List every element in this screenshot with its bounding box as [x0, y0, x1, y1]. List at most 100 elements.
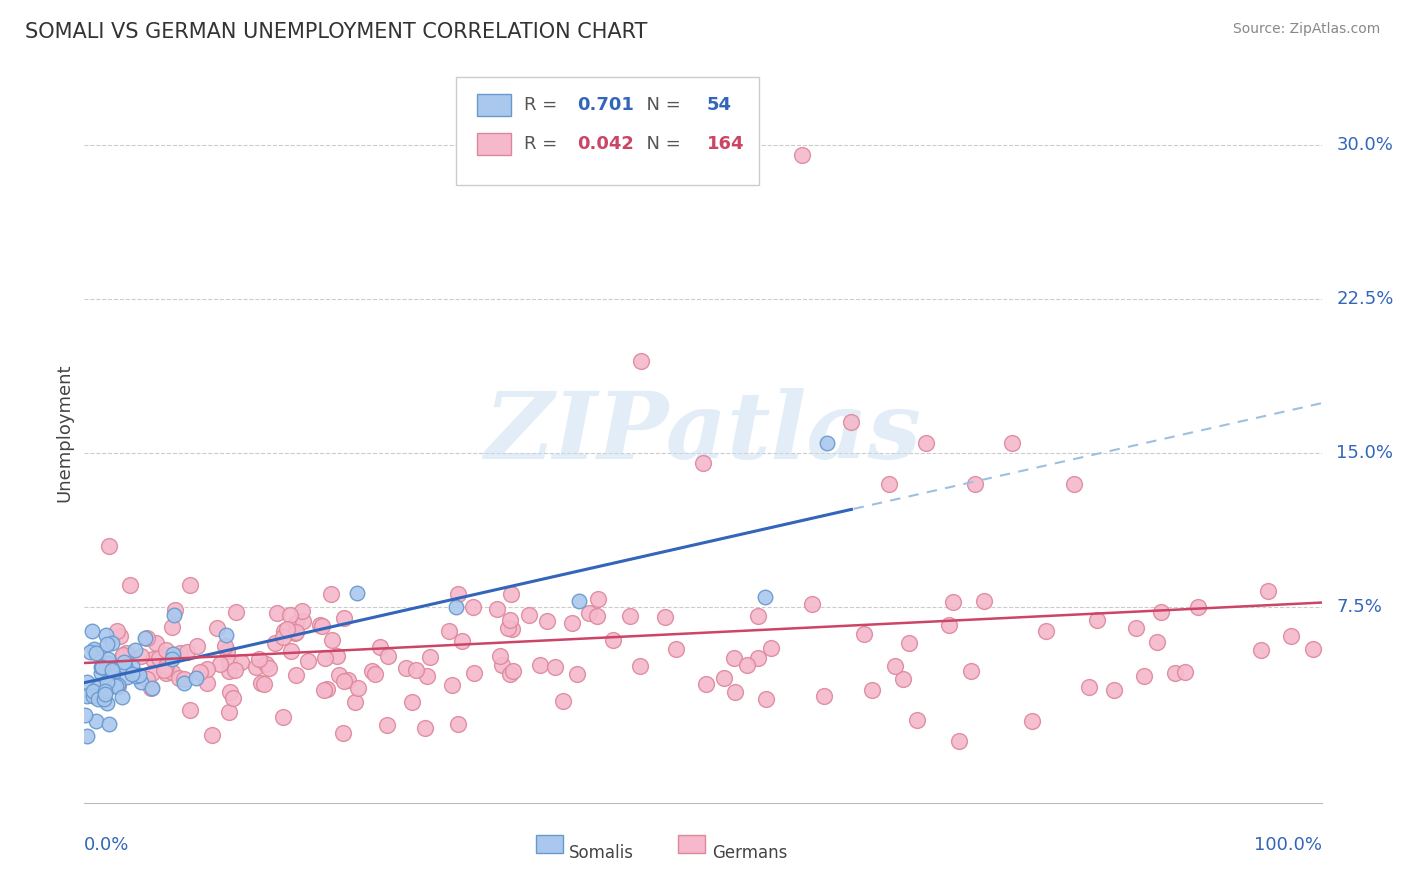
Point: [173, 672, 195, 686]
Point: [578, 606, 600, 620]
Point: [155, 666, 177, 681]
Text: N =: N =: [636, 96, 686, 114]
Point: [87, 692, 110, 706]
Point: [1187, 600, 1209, 615]
Point: [98, 717, 121, 731]
Point: [184, 671, 207, 685]
Point: [98, 671, 121, 685]
Point: [754, 590, 776, 604]
Point: [101, 635, 124, 649]
Point: [755, 692, 778, 706]
Point: [115, 670, 138, 684]
Point: [195, 676, 218, 690]
Point: [245, 660, 267, 674]
Point: [891, 672, 914, 686]
Point: [276, 622, 298, 636]
Point: [1150, 605, 1173, 619]
Point: [602, 632, 624, 647]
Point: [1250, 642, 1272, 657]
Point: [162, 652, 184, 666]
Point: [450, 633, 472, 648]
Point: [195, 662, 218, 676]
Point: [346, 586, 368, 600]
Point: [529, 657, 551, 672]
Point: [914, 436, 936, 450]
Point: [98, 663, 121, 677]
Text: 15.0%: 15.0%: [1337, 444, 1393, 462]
Point: [98, 539, 121, 553]
Point: [98, 661, 121, 675]
Point: [665, 642, 688, 657]
Point: [489, 649, 512, 664]
Point: [93, 692, 115, 706]
Point: [498, 621, 520, 635]
Point: [155, 658, 177, 673]
Point: [79, 645, 101, 659]
Point: [375, 718, 398, 732]
Point: [692, 457, 714, 471]
Point: [250, 676, 273, 690]
Point: [499, 613, 522, 627]
Point: [333, 674, 356, 689]
Point: [1125, 621, 1147, 635]
Point: [877, 477, 900, 491]
Text: R =: R =: [523, 135, 562, 153]
Point: [297, 654, 319, 668]
Point: [815, 436, 838, 450]
Point: [1302, 641, 1324, 656]
Point: [491, 658, 513, 673]
Point: [897, 636, 920, 650]
Point: [284, 616, 307, 631]
Point: [401, 695, 423, 709]
Point: [163, 602, 186, 616]
Point: [141, 666, 163, 681]
Point: [107, 679, 129, 693]
Point: [96, 637, 118, 651]
Point: [107, 678, 129, 692]
Point: [104, 679, 127, 693]
Point: [1021, 714, 1043, 729]
Point: [938, 617, 960, 632]
Point: [948, 734, 970, 748]
Point: [155, 648, 177, 662]
Point: [502, 664, 524, 678]
Point: [444, 600, 467, 615]
Point: [94, 628, 117, 642]
Point: [1279, 629, 1302, 643]
Text: 30.0%: 30.0%: [1337, 136, 1393, 153]
Point: [93, 683, 115, 698]
Point: [162, 665, 184, 680]
Point: [97, 656, 120, 670]
Point: [108, 629, 131, 643]
FancyBboxPatch shape: [678, 835, 706, 853]
Point: [129, 675, 152, 690]
FancyBboxPatch shape: [456, 78, 759, 185]
Point: [86, 645, 108, 659]
Point: [446, 587, 468, 601]
Point: [264, 636, 287, 650]
Point: [485, 602, 508, 616]
Point: [499, 667, 522, 681]
Point: [121, 667, 143, 681]
Point: [619, 609, 641, 624]
Point: [129, 649, 152, 664]
Point: [654, 610, 676, 624]
Point: [141, 681, 163, 696]
Point: [1133, 669, 1156, 683]
Point: [96, 674, 118, 689]
Point: [960, 664, 983, 678]
Point: [561, 615, 583, 630]
Point: [1102, 682, 1125, 697]
FancyBboxPatch shape: [477, 133, 512, 155]
Point: [463, 666, 485, 681]
Point: [96, 697, 118, 711]
Point: [89, 660, 111, 674]
Y-axis label: Unemployment: Unemployment: [55, 363, 73, 502]
Point: [75, 708, 97, 723]
Text: 0.0%: 0.0%: [84, 836, 129, 855]
Point: [136, 632, 159, 646]
Point: [544, 660, 567, 674]
Point: [723, 651, 745, 665]
Point: [440, 678, 463, 692]
Point: [111, 690, 134, 705]
